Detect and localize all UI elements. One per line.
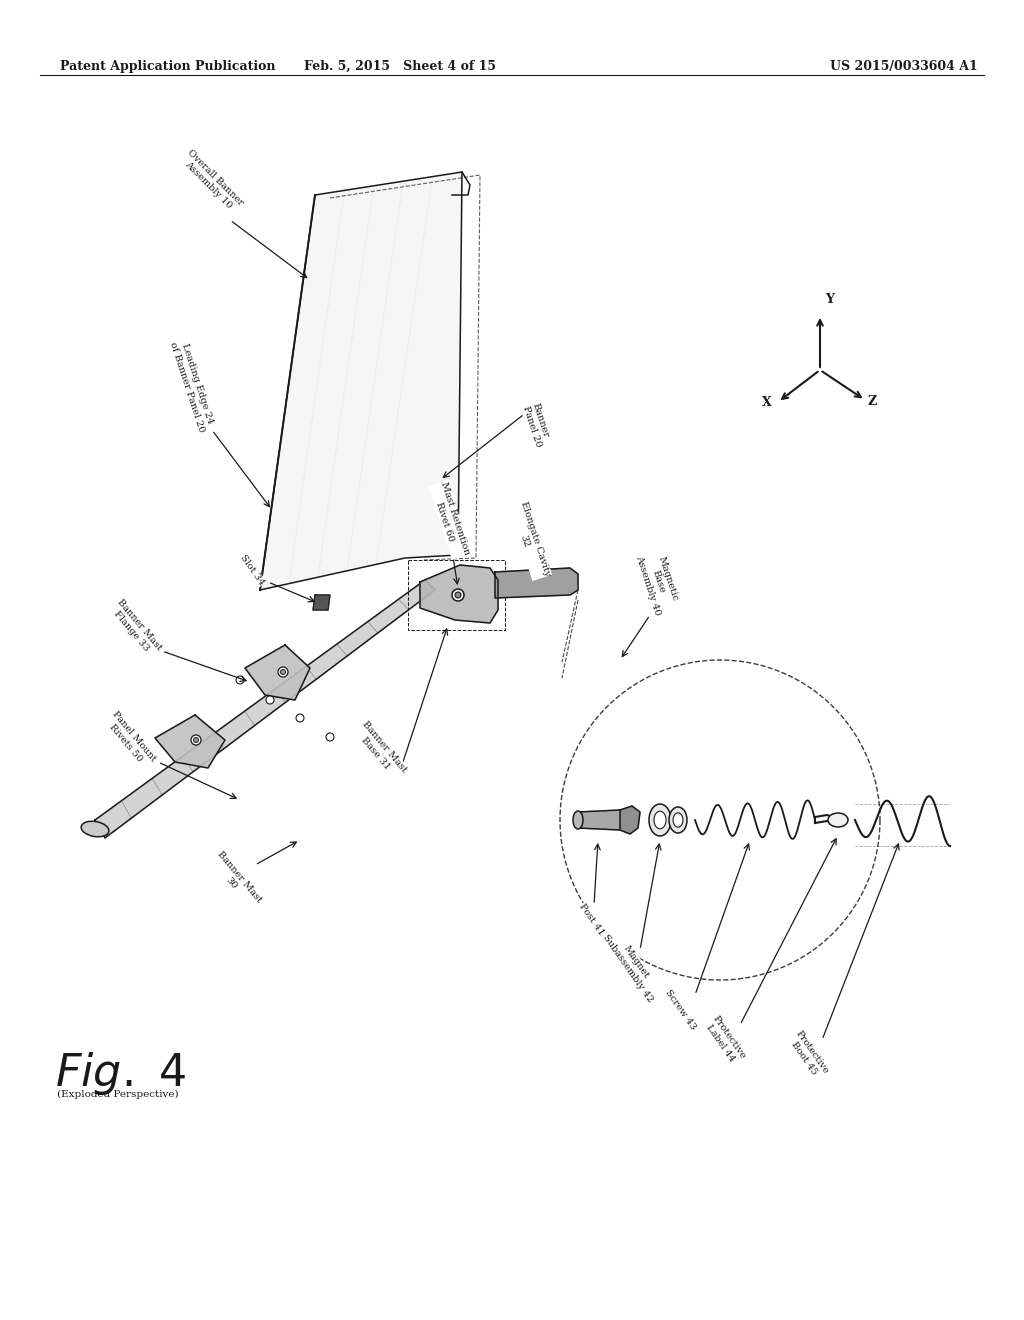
Circle shape (326, 733, 334, 741)
Text: Z: Z (867, 395, 877, 408)
Polygon shape (155, 715, 225, 768)
Circle shape (191, 735, 201, 744)
Ellipse shape (81, 821, 109, 837)
Polygon shape (578, 810, 625, 830)
Text: Slot 34: Slot 34 (239, 553, 266, 587)
Text: Y: Y (825, 293, 834, 306)
Text: US 2015/0033604 A1: US 2015/0033604 A1 (830, 59, 978, 73)
Circle shape (452, 589, 464, 601)
Text: Magnetic
Base
Assembly 40: Magnetic Base Assembly 40 (634, 548, 682, 616)
Text: Banner Mast
Base 31: Banner Mast Base 31 (352, 719, 408, 780)
Text: Mast Retention
Rivet 60: Mast Retention Rivet 60 (429, 480, 471, 560)
Ellipse shape (654, 812, 666, 829)
Text: (Exploded Perspective): (Exploded Perspective) (57, 1090, 178, 1100)
Text: Banner Mast
30: Banner Mast 30 (207, 849, 263, 911)
Polygon shape (495, 568, 578, 598)
Ellipse shape (673, 813, 683, 828)
Circle shape (266, 696, 274, 704)
Polygon shape (420, 565, 498, 623)
Ellipse shape (573, 810, 583, 829)
Text: Feb. 5, 2015   Sheet 4 of 15: Feb. 5, 2015 Sheet 4 of 15 (304, 59, 496, 73)
Ellipse shape (828, 813, 848, 828)
Polygon shape (95, 579, 435, 838)
Text: X: X (762, 396, 772, 409)
Ellipse shape (669, 807, 687, 833)
Circle shape (194, 738, 199, 742)
Text: Post 41: Post 41 (578, 903, 606, 937)
Circle shape (236, 676, 244, 684)
Text: Protective
Boot 45: Protective Boot 45 (785, 1028, 830, 1081)
Text: Elongate Cavity
32: Elongate Cavity 32 (509, 500, 551, 581)
Circle shape (278, 667, 288, 677)
Text: Screw 43: Screw 43 (663, 989, 697, 1032)
Text: Overall Banner
Assembly 10: Overall Banner Assembly 10 (178, 148, 245, 215)
Polygon shape (313, 595, 330, 610)
Polygon shape (245, 645, 310, 700)
Circle shape (281, 669, 286, 675)
Text: Banner Mast
Flange 33: Banner Mast Flange 33 (108, 597, 163, 659)
Circle shape (296, 714, 304, 722)
Polygon shape (620, 807, 640, 834)
Text: Protective
Label 44: Protective Label 44 (702, 1014, 748, 1067)
Text: Banner
Panel 20: Banner Panel 20 (521, 403, 552, 449)
Polygon shape (260, 172, 462, 590)
Text: $\mathit{Fig.\ 4}$: $\mathit{Fig.\ 4}$ (55, 1049, 186, 1097)
Circle shape (455, 591, 461, 598)
Text: Patent Application Publication: Patent Application Publication (60, 59, 275, 73)
Text: Panel Mount
Rivets 50: Panel Mount Rivets 50 (102, 710, 158, 771)
Text: Leading Edge 24
of Banner Panel 20: Leading Edge 24 of Banner Panel 20 (168, 337, 216, 433)
Ellipse shape (649, 804, 671, 836)
Text: Magnet
Subassembly 42: Magnet Subassembly 42 (601, 927, 664, 1003)
